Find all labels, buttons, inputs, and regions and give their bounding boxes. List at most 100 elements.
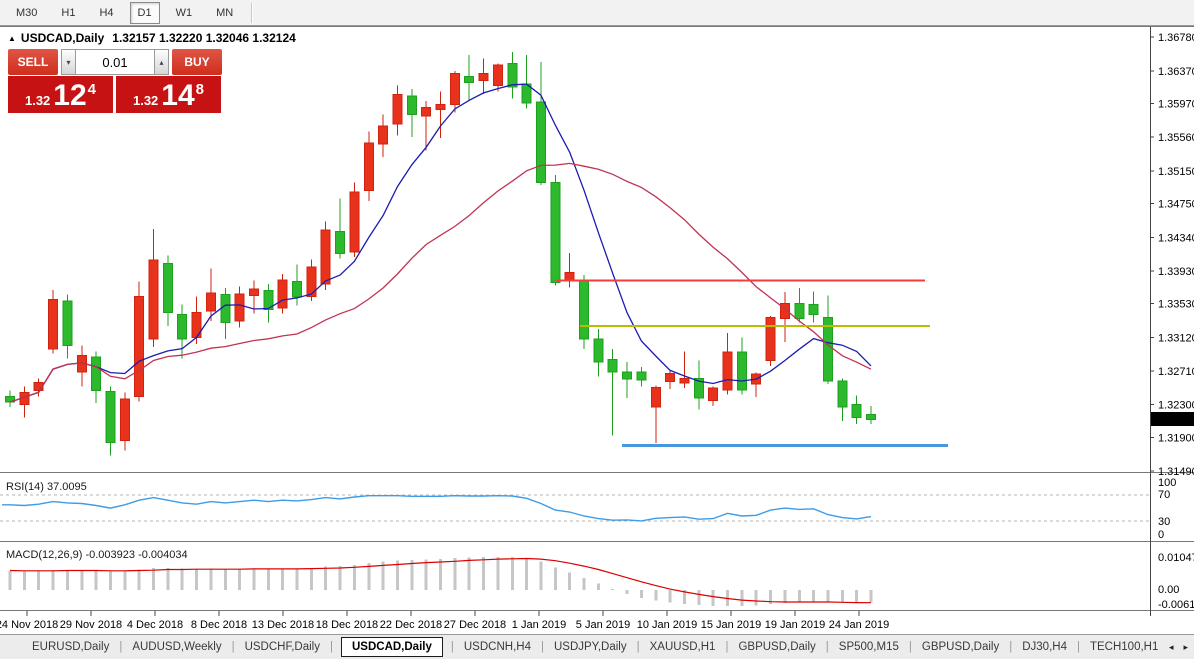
tab-separator: | xyxy=(119,641,123,653)
volume-decrement-button[interactable]: ▾ xyxy=(61,49,76,75)
svg-text:1.36780: 1.36780 xyxy=(1158,32,1194,44)
chart-tab-eurusd-daily[interactable]: EURUSD,Daily xyxy=(32,641,110,653)
candle xyxy=(335,231,346,255)
candle xyxy=(636,371,647,381)
svg-text:1.35970: 1.35970 xyxy=(1158,99,1194,111)
chart-tab-audusd-weekly[interactable]: AUDUSD,Weekly xyxy=(132,641,222,653)
current-price-tag: 1.32124 xyxy=(1151,412,1194,426)
timeframe-button-mn[interactable]: MN xyxy=(216,6,234,19)
candle xyxy=(392,94,403,125)
collapse-triangle-icon[interactable]: ▲ xyxy=(8,34,16,43)
volume-input[interactable]: 0.01 xyxy=(76,49,154,75)
svg-text:19 Jan 2019: 19 Jan 2019 xyxy=(765,619,826,631)
tab-separator: | xyxy=(1009,641,1013,653)
svg-text:100: 100 xyxy=(1158,477,1176,489)
tab-separator: | xyxy=(725,641,729,653)
candle xyxy=(248,288,259,297)
svg-text:15 Jan 2019: 15 Jan 2019 xyxy=(701,619,762,631)
tab-separator: | xyxy=(825,641,829,653)
candle xyxy=(406,95,417,115)
svg-text:4 Dec 2018: 4 Dec 2018 xyxy=(127,619,183,631)
chart-tab-xauusd-h1[interactable]: XAUUSD,H1 xyxy=(649,641,716,653)
candle xyxy=(579,279,589,340)
tab-separator: | xyxy=(231,641,235,653)
candle xyxy=(808,304,819,315)
chart-canvas[interactable]: 1.36780 1.36370 1.35970 1.35560 1.35150 1.347… xyxy=(0,0,1194,634)
svg-text:1.34340: 1.34340 xyxy=(1158,232,1194,244)
tab-scroll-left-icon[interactable]: ◂ xyxy=(1168,642,1174,652)
macd-signal-line xyxy=(9,557,872,604)
rsi-line xyxy=(2,494,872,522)
candle xyxy=(794,303,805,319)
toolbar-separator xyxy=(251,2,254,23)
chart-tab-bar: EURUSD,Daily | AUDUSD,Weekly | USDCHF,Daily |… xyxy=(0,634,1194,659)
svg-text:24 Jan 2019: 24 Jan 2019 xyxy=(829,619,890,631)
svg-text:29 Nov 2018: 29 Nov 2018 xyxy=(60,619,122,631)
chart-tab-usdcnh-h4[interactable]: USDCNH,H4 xyxy=(463,641,531,653)
timeframe-button-w1[interactable]: W1 xyxy=(175,6,193,19)
candlestick-series xyxy=(5,51,876,456)
svg-text:30: 30 xyxy=(1158,516,1170,528)
candle xyxy=(91,356,102,392)
candle xyxy=(33,381,44,392)
svg-text:1.32300: 1.32300 xyxy=(1158,400,1194,412)
chart-tab-gbpusd-daily[interactable]: GBPUSD,Daily xyxy=(921,641,1000,653)
date-axis: 24 Nov 2018 29 Nov 2018 4 Dec 2018 8 Dec 20… xyxy=(0,611,889,631)
tab-separator: | xyxy=(908,641,912,653)
candle xyxy=(650,386,661,408)
candle xyxy=(593,338,604,363)
svg-text:24 Nov 2018: 24 Nov 2018 xyxy=(0,619,58,631)
chart-tab-dj30-h4[interactable]: DJ30,H4 xyxy=(1022,641,1067,653)
ma-slow-line xyxy=(9,162,872,403)
volume-increment-button[interactable]: ▴ xyxy=(154,49,169,75)
chart-tab-usdcad-daily[interactable]: USDCAD,Daily xyxy=(340,637,443,657)
candle xyxy=(449,72,460,105)
chart-tab-gbpusd-daily[interactable]: GBPUSD,Daily xyxy=(738,641,816,653)
price-axis: 1.36780 1.36370 1.35970 1.35560 1.35150 1.347… xyxy=(1150,32,1194,478)
candle xyxy=(349,191,360,253)
svg-text:0: 0 xyxy=(1158,529,1164,541)
candle xyxy=(492,64,503,87)
timeframe-button-d1[interactable]: D1 xyxy=(129,1,160,24)
buy-quote[interactable]: 1.32 14 8 xyxy=(116,76,221,113)
candle xyxy=(507,62,518,88)
svg-text:MACD(12,26,9) -0.003923 -0.004: MACD(12,26,9) -0.003923 -0.004034 xyxy=(6,549,188,561)
sell-price-pips: 12 xyxy=(53,79,87,112)
candle xyxy=(736,351,747,391)
buy-price-pips: 14 xyxy=(161,79,195,112)
svg-text:18 Dec 2018: 18 Dec 2018 xyxy=(316,619,378,631)
chart-tab-sp500-m15[interactable]: SP500,M15 xyxy=(838,641,899,653)
symbol-ohlc-values: 1.32157 1.32220 1.32046 1.32124 xyxy=(112,31,296,45)
ma-fast-line xyxy=(9,83,872,403)
svg-text:1 Jan 2019: 1 Jan 2019 xyxy=(512,619,566,631)
svg-text:13 Dec 2018: 13 Dec 2018 xyxy=(252,619,314,631)
candle xyxy=(148,259,159,340)
macd-histogram xyxy=(8,556,873,607)
sell-price-point: 4 xyxy=(87,81,97,98)
chart-tab-usdchf-daily[interactable]: USDCHF,Daily xyxy=(244,641,320,653)
candle xyxy=(665,372,676,383)
svg-text:1.36370: 1.36370 xyxy=(1158,66,1194,78)
svg-text:1.33120: 1.33120 xyxy=(1158,332,1194,344)
timeframe-button-h4[interactable]: H4 xyxy=(99,6,114,19)
candle xyxy=(162,263,173,314)
svg-text:1.35560: 1.35560 xyxy=(1158,132,1194,144)
sell-quote[interactable]: 1.32 12 4 xyxy=(8,76,113,113)
sell-button[interactable]: SELL xyxy=(8,49,58,75)
buy-price-prefix: 1.32 xyxy=(132,93,159,108)
candle xyxy=(292,281,302,298)
timeframe-button-h1[interactable]: H1 xyxy=(61,6,76,19)
tab-separator: | xyxy=(540,641,544,653)
chart-tab-usdjpy-daily[interactable]: USDJPY,Daily xyxy=(553,641,627,653)
tab-scroll-right-icon[interactable]: ▸ xyxy=(1183,642,1188,652)
svg-text:22 Dec 2018: 22 Dec 2018 xyxy=(380,619,442,631)
candle xyxy=(564,272,575,281)
candle xyxy=(550,181,561,283)
tab-scroll-arrows: ◂ ▸ xyxy=(1169,635,1188,659)
buy-price-point: 8 xyxy=(195,81,205,98)
svg-text:RSI(14) 37.0095: RSI(14) 37.0095 xyxy=(6,481,87,493)
buy-button[interactable]: BUY xyxy=(172,49,222,75)
chart-tab-tech100-h1[interactable]: TECH100,H1 xyxy=(1089,641,1159,653)
timeframe-button-m30[interactable]: M30 xyxy=(16,6,38,19)
svg-text:70: 70 xyxy=(1158,489,1170,501)
